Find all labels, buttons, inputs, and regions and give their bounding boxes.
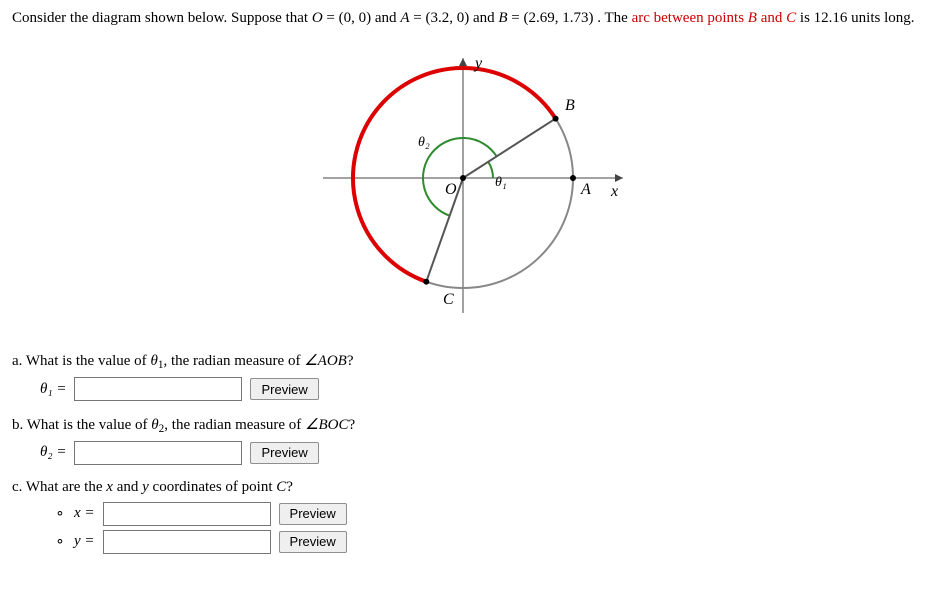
bullet-icon: ∘ (54, 532, 66, 551)
label-y: y (473, 55, 483, 72)
eq2: = (413, 10, 425, 26)
prompt-pre: Consider the diagram shown below. Suppos… (12, 10, 312, 26)
theta2-input[interactable] (74, 441, 242, 465)
units: units long. (851, 10, 914, 26)
answer-row-cx: ∘ x = Preview (54, 502, 933, 526)
arc-phrase: arc between points B and C (632, 10, 800, 26)
question-b: b. What is the value of θ2, the radian m… (12, 415, 933, 435)
qc-post: coordinates of point (149, 479, 276, 495)
arc-theta1-green (488, 162, 493, 178)
answer-row-cy: ∘ y = Preview (54, 530, 933, 554)
bullet-icon: ∘ (54, 504, 66, 523)
prompt-A-val: (3.2, 0) (425, 10, 469, 26)
preview-button-b[interactable]: Preview (250, 442, 318, 464)
prompt-B-label: B (498, 10, 507, 26)
and2: and (473, 10, 498, 26)
y-input[interactable] (103, 530, 271, 554)
prompt-O-label: O (312, 10, 323, 26)
prompt-A-label: A (400, 10, 409, 26)
x-eq-label: x = (74, 505, 95, 522)
problem-statement: Consider the diagram shown below. Suppos… (12, 8, 933, 28)
label-c: C (443, 291, 454, 308)
preview-button-cy[interactable]: Preview (279, 531, 347, 553)
qb-sym: θ (151, 417, 158, 433)
arc-and: and (757, 10, 786, 26)
qa-end: ? (347, 353, 354, 369)
theta2-eq-label: θ₂ = (40, 444, 66, 461)
qb-pre: b. What is the value of (12, 417, 151, 433)
qc-x: x (106, 479, 113, 495)
prompt-B-val: (2.69, 1.73) (524, 10, 594, 26)
label-theta1: θ₁ (495, 175, 507, 190)
arc-theta2-green (422, 138, 496, 216)
question-a: a. What is the value of θ1, the radian m… (12, 351, 933, 371)
arc-B: B (748, 10, 757, 26)
x-input[interactable] (103, 502, 271, 526)
qa-sym: θ (150, 353, 157, 369)
label-a: A (580, 181, 591, 198)
qa-pre: a. What is the value of (12, 353, 150, 369)
prompt-O-val: (0, 0) (339, 10, 372, 26)
arc-bc-red (352, 68, 555, 282)
qb-end: ? (349, 417, 356, 433)
is: is (800, 10, 814, 26)
eq3: = (511, 10, 523, 26)
eq1: = (326, 10, 338, 26)
qc-y: y (142, 479, 149, 495)
label-o: O (445, 181, 457, 198)
answer-row-b: θ₂ = Preview (40, 441, 933, 465)
preview-button-a[interactable]: Preview (250, 378, 318, 400)
diagram-svg: y x O A B C θ₁ θ₂ (263, 38, 683, 328)
theta1-input[interactable] (74, 377, 242, 401)
label-b: B (565, 97, 575, 114)
question-c: c. What are the x and y coordinates of p… (12, 479, 933, 496)
x-arrow (615, 174, 623, 182)
point-c (423, 279, 429, 285)
y-eq-label: y = (74, 533, 95, 550)
qc-pre: c. What are the (12, 479, 106, 495)
arc-length: 12.16 (814, 10, 848, 26)
ray-ob (463, 119, 556, 178)
y-arrow (459, 58, 467, 66)
qc-and: and (113, 479, 142, 495)
diagram-container: y x O A B C θ₁ θ₂ (12, 38, 933, 333)
arc-C: C (786, 10, 796, 26)
qa-mid: , the radian measure of (163, 353, 304, 369)
point-b (552, 116, 558, 122)
preview-button-cx[interactable]: Preview (279, 503, 347, 525)
qb-angle: ∠BOC (305, 417, 348, 433)
answer-row-a: θ₁ = Preview (40, 377, 933, 401)
point-a (570, 175, 576, 181)
period: . The (597, 10, 631, 26)
qa-angle: ∠AOB (304, 353, 347, 369)
arc-phrase-text: arc between points (632, 10, 748, 26)
qb-mid: , the radian measure of (164, 417, 305, 433)
label-x: x (610, 183, 618, 200)
qc-end: ? (286, 479, 293, 495)
label-theta2: θ₂ (418, 135, 430, 150)
point-o (460, 175, 466, 181)
answer-sublist-c: ∘ x = Preview ∘ y = Preview (54, 502, 933, 554)
qc-pt: C (276, 479, 286, 495)
and1: and (375, 10, 400, 26)
theta1-eq-label: θ₁ = (40, 381, 66, 398)
